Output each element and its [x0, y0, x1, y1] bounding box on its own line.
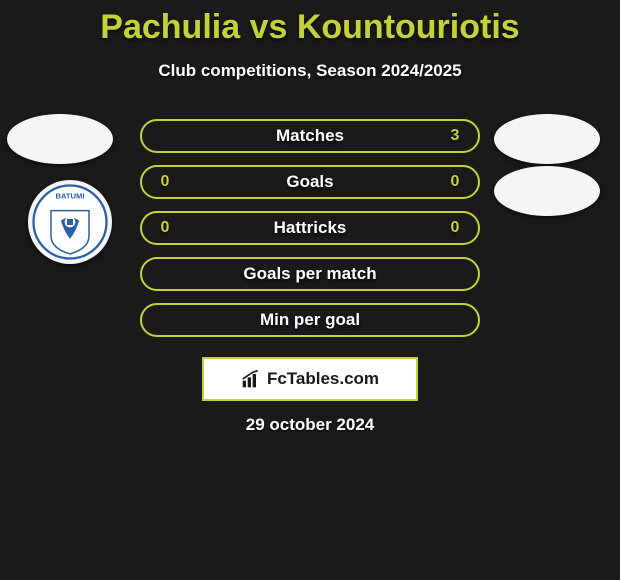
club-crest-icon: BATUMI — [32, 184, 108, 260]
stat-pill: Min per goal — [140, 303, 480, 337]
stat-value-right: 0 — [448, 173, 462, 191]
stat-pill: 0 Hattricks 0 — [140, 211, 480, 245]
stat-pill: Matches 3 — [140, 119, 480, 153]
stat-label: Goals per match — [243, 264, 376, 284]
stat-label: Goals — [286, 172, 333, 192]
stat-row-goals-per-match: Goals per match — [0, 257, 620, 291]
club-badge: BATUMI — [28, 180, 112, 264]
stat-row-min-per-goal: Min per goal — [0, 303, 620, 337]
footer-brand-badge: FcTables.com — [202, 357, 418, 401]
stat-label: Min per goal — [260, 310, 360, 330]
brand-text: FcTables.com — [267, 369, 379, 389]
svg-text:BATUMI: BATUMI — [56, 191, 85, 200]
stat-value-left: 0 — [158, 219, 172, 237]
chart-icon — [241, 369, 261, 389]
page-subtitle: Club competitions, Season 2024/2025 — [158, 61, 461, 81]
stat-pill: 0 Goals 0 — [140, 165, 480, 199]
stat-label: Hattricks — [274, 218, 347, 238]
player-avatar-right-1 — [494, 114, 600, 164]
stat-value-left: 0 — [158, 173, 172, 191]
stat-pill: Goals per match — [140, 257, 480, 291]
stat-label: Matches — [276, 126, 344, 146]
stat-row-matches: Matches 3 — [0, 119, 620, 153]
comparison-card: Pachulia vs Kountouriotis Club competiti… — [0, 0, 620, 580]
stat-value-right: 3 — [448, 127, 462, 145]
stat-value-right: 0 — [448, 219, 462, 237]
date-text: 29 october 2024 — [246, 415, 375, 435]
page-title: Pachulia vs Kountouriotis — [100, 8, 519, 47]
player-avatar-left — [7, 114, 113, 164]
